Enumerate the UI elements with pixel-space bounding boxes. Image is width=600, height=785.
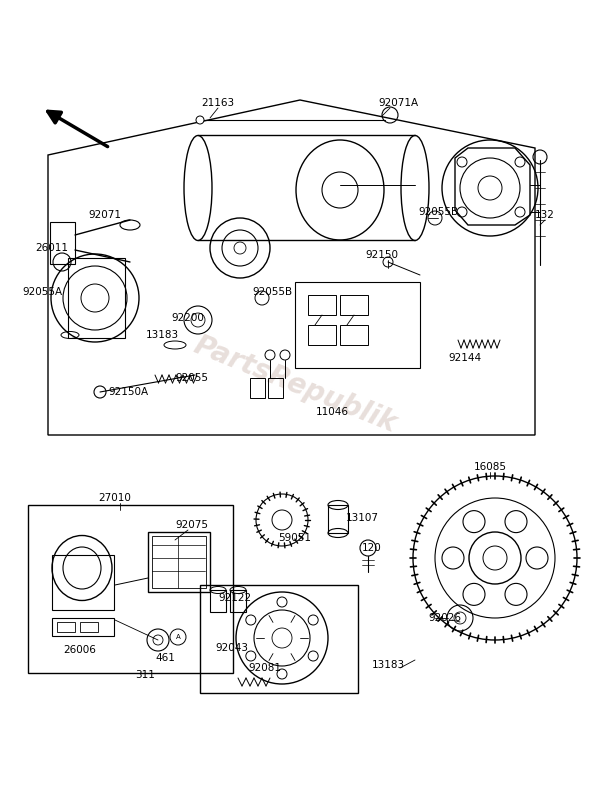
Bar (50, 222, 75, 264)
Text: 13183: 13183 (145, 330, 179, 340)
Bar (340, 325, 368, 345)
Text: 16085: 16085 (473, 462, 506, 472)
Text: 13183: 13183 (371, 660, 404, 670)
Text: 26006: 26006 (64, 645, 97, 655)
Text: 132: 132 (535, 210, 555, 220)
Bar (268, 378, 283, 398)
Text: A: A (176, 634, 181, 640)
Bar (148, 532, 210, 592)
Text: 59051: 59051 (278, 533, 311, 543)
Bar (308, 295, 336, 315)
Text: 311: 311 (135, 670, 155, 680)
Text: 27010: 27010 (98, 493, 131, 503)
Bar (340, 295, 368, 315)
Text: 92055: 92055 (176, 373, 209, 383)
Text: 92071: 92071 (89, 210, 121, 220)
Bar (52, 555, 114, 610)
Bar (200, 585, 358, 693)
Text: 92122: 92122 (218, 593, 251, 603)
Text: 92055B: 92055B (418, 207, 458, 217)
Bar (308, 325, 336, 345)
Text: 461: 461 (155, 653, 175, 663)
Text: PartsRepublik: PartsRepublik (190, 331, 401, 439)
Text: 92055A: 92055A (22, 287, 62, 297)
Text: 26011: 26011 (35, 243, 68, 253)
Bar (230, 590, 246, 612)
Text: 92071A: 92071A (378, 98, 418, 108)
Bar (152, 536, 206, 588)
Bar (52, 618, 114, 636)
Text: 92081: 92081 (248, 663, 281, 673)
Bar (210, 590, 226, 612)
Bar (57, 622, 75, 632)
Bar (250, 378, 265, 398)
Text: 92150: 92150 (365, 250, 398, 260)
Bar (328, 505, 348, 533)
Bar (80, 622, 98, 632)
Text: 92055B: 92055B (252, 287, 292, 297)
Bar (28, 505, 233, 673)
Text: 92075: 92075 (176, 520, 209, 530)
Text: 21163: 21163 (202, 98, 235, 108)
Circle shape (196, 116, 204, 124)
Text: 120: 120 (362, 543, 382, 553)
Text: 11046: 11046 (316, 407, 349, 417)
Text: 92026: 92026 (428, 613, 461, 623)
Text: 92043: 92043 (215, 643, 248, 653)
Text: 92200: 92200 (172, 313, 205, 323)
Text: 92150A: 92150A (108, 387, 148, 397)
Text: 13107: 13107 (346, 513, 379, 523)
Text: 92144: 92144 (448, 353, 482, 363)
